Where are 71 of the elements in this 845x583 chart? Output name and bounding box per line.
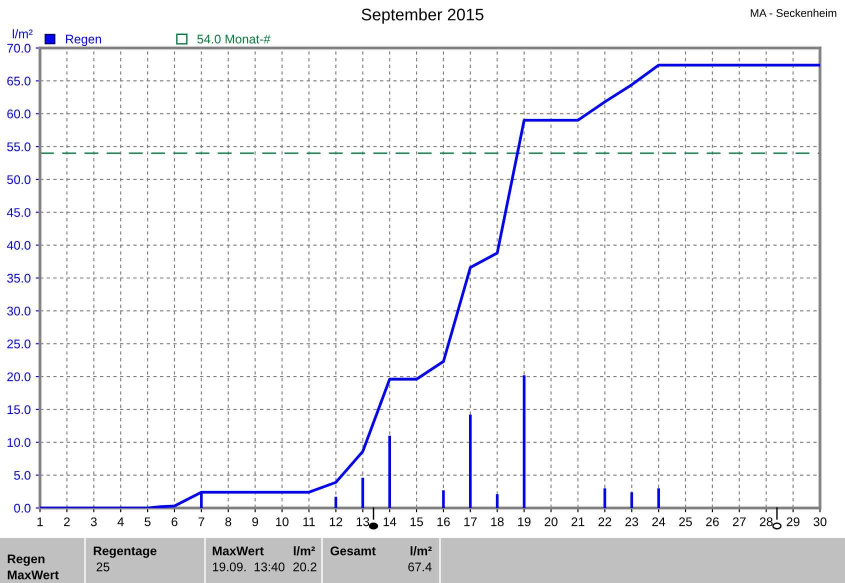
y-tick-label: 5.0	[14, 470, 30, 480]
x-tick-label: 23	[625, 517, 638, 526]
x-tick-label: 16	[437, 517, 450, 526]
text: MaxWert	[8, 570, 59, 580]
y-tick-label: 55.0	[7, 142, 30, 152]
x-tick-label: 9	[252, 517, 258, 526]
y-tick-label: 0.0	[14, 504, 30, 513]
bar	[469, 414, 472, 508]
x-tick-label: 24	[652, 517, 666, 526]
bar	[361, 478, 364, 508]
x-tick-label: 13	[356, 517, 370, 526]
text: l/m²	[410, 546, 432, 556]
x-tick-label: 2	[64, 517, 70, 526]
x-tick-label: 26	[706, 517, 719, 526]
x-tick-label: 25	[679, 517, 692, 526]
legend-label: Regen	[66, 34, 102, 46]
text: 19.09. 13:40	[212, 562, 284, 572]
y-tick-label: 45.0	[6, 208, 30, 217]
y-tick-label: 30.0	[7, 306, 30, 316]
x-tick-label: 8	[225, 517, 232, 526]
text: 20.2	[293, 562, 316, 572]
y-tick-label: 20.0	[7, 372, 30, 382]
x-tick-label: 27	[732, 517, 746, 526]
bar	[630, 492, 634, 508]
bar	[522, 375, 526, 508]
bar	[334, 496, 338, 508]
y-axis-title: l/m²	[12, 29, 33, 38]
y-tick-label: 65.0	[7, 76, 30, 86]
y-tick-label: 10.0	[8, 438, 30, 447]
x-tick-label: 19	[518, 517, 530, 526]
text: Regen	[8, 554, 44, 566]
x-tick-label: 20	[544, 517, 558, 526]
text: l/m²	[294, 546, 315, 556]
x-tick-label: 7	[198, 517, 204, 526]
bar	[496, 494, 499, 508]
x-tick-label: 3	[90, 517, 97, 526]
text: 67.4	[408, 562, 432, 572]
text: MaxWert	[212, 546, 264, 556]
text: 25	[96, 562, 110, 572]
x-tick-label: 14	[384, 517, 396, 526]
bar	[657, 488, 660, 508]
y-tick-label: 40.0	[6, 240, 30, 250]
y-tick-label: 60.0	[7, 110, 30, 118]
text: Regentage	[94, 546, 156, 558]
x-tick-label: 12	[330, 517, 342, 526]
y-tick-label: 15.0	[8, 405, 30, 414]
y-tick-label: 25.0	[7, 340, 30, 348]
x-tick-label: 10	[276, 517, 289, 526]
x-tick-label: 30	[814, 517, 826, 526]
legend-label: 54.0 Monat-#	[197, 34, 270, 44]
y-tick-label: 50.0	[7, 175, 30, 184]
bar	[442, 490, 445, 508]
x-tick-label: 1	[37, 517, 43, 526]
bar	[603, 488, 606, 508]
x-tick-label: 15	[410, 517, 423, 526]
y-tick-label: 35.0	[7, 274, 30, 283]
x-tick-label: 4	[118, 517, 124, 526]
x-tick-label: 21	[572, 517, 584, 526]
x-tick-label: 6	[172, 517, 178, 526]
text: MA - Seckenheim	[750, 8, 836, 17]
y-tick-label: 70.0	[7, 44, 30, 53]
x-tick-label: 22	[598, 517, 612, 526]
x-tick-label: 17	[464, 517, 477, 526]
chart-title: September 2015	[362, 8, 484, 24]
x-tick-label: 28	[760, 517, 773, 526]
x-tick-label: 29	[786, 517, 800, 526]
x-tick-label: 11	[303, 517, 315, 526]
text: Gesamt	[330, 546, 376, 556]
bar	[388, 436, 391, 508]
x-tick-label: 18	[491, 517, 504, 526]
x-tick-label: 5	[144, 517, 151, 526]
